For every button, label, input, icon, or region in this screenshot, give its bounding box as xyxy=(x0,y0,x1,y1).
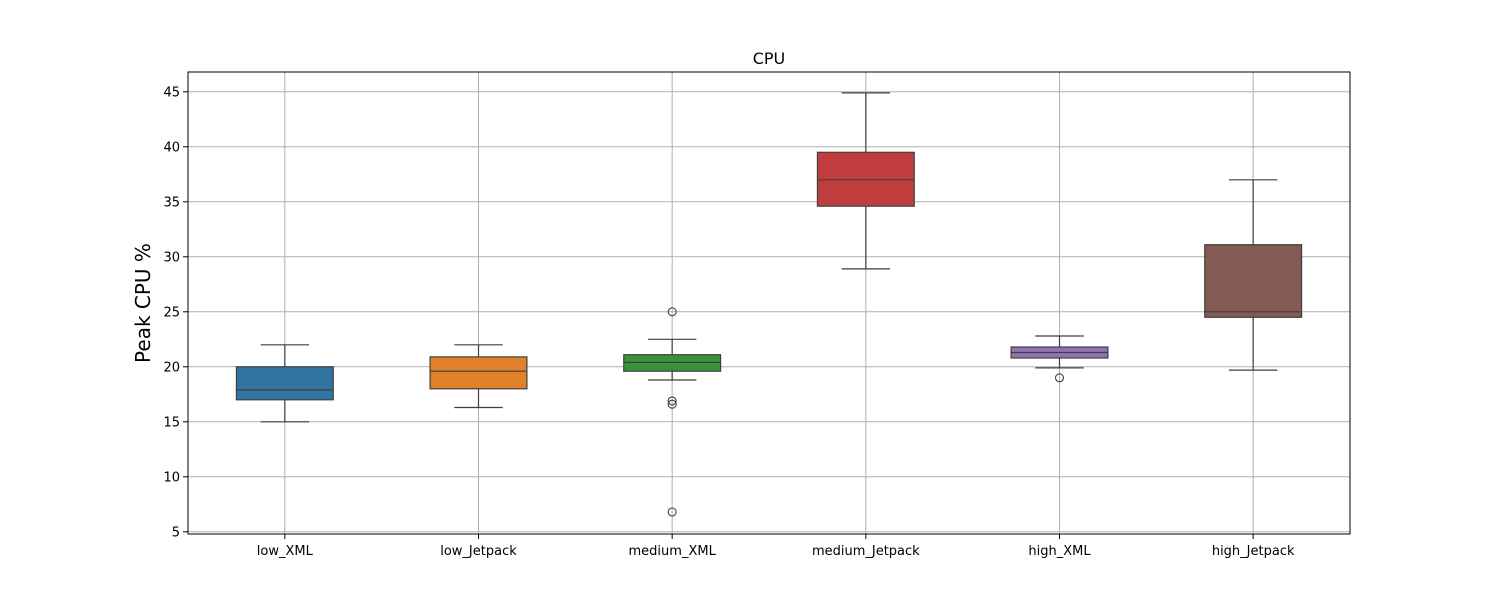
y-tick-label: 45 xyxy=(163,85,180,100)
y-tick-label: 35 xyxy=(163,195,180,210)
outlier-point xyxy=(667,399,677,409)
chart-title: CPU xyxy=(753,49,786,68)
y-tick-label: 15 xyxy=(163,415,180,430)
ticks: 5 10 15 20 25 30 35 40 45 low_XML low_Jetpack mediu… xyxy=(163,85,1295,559)
y-tick-label: 40 xyxy=(163,140,180,155)
outlier-point xyxy=(667,507,677,517)
box-body xyxy=(1204,244,1303,318)
box-high_XML xyxy=(1010,335,1109,383)
x-tick-label: medium_Jetpack xyxy=(812,544,920,559)
x-tick-label: high_Jetpack xyxy=(1212,544,1295,559)
grid xyxy=(188,72,1350,534)
box-body xyxy=(235,366,334,401)
box-low_Jetpack xyxy=(429,344,528,409)
y-tick-label: 5 xyxy=(172,525,180,540)
x-tick-label: low_XML xyxy=(257,544,314,559)
x-tick-label: low_Jetpack xyxy=(440,544,517,559)
box-low_XML xyxy=(235,344,334,423)
y-tick-label: 30 xyxy=(163,250,180,265)
y-tick-label: 25 xyxy=(163,305,180,320)
y-axis-label: Peak CPU % xyxy=(131,243,155,363)
outlier-point xyxy=(667,307,677,317)
box-body xyxy=(429,356,528,390)
box-high_Jetpack xyxy=(1204,179,1303,371)
x-tick-label: medium_XML xyxy=(629,544,717,559)
x-tick-label: high_XML xyxy=(1028,544,1091,559)
outlier-point xyxy=(667,396,677,406)
outlier-point xyxy=(1054,373,1065,383)
y-tick-label: 20 xyxy=(163,360,180,375)
box-medium_Jetpack xyxy=(816,92,915,270)
boxes xyxy=(235,92,1303,517)
plot-frame xyxy=(187,71,1351,535)
box-medium_XML xyxy=(623,307,722,517)
y-tick-label: 10 xyxy=(163,470,180,485)
